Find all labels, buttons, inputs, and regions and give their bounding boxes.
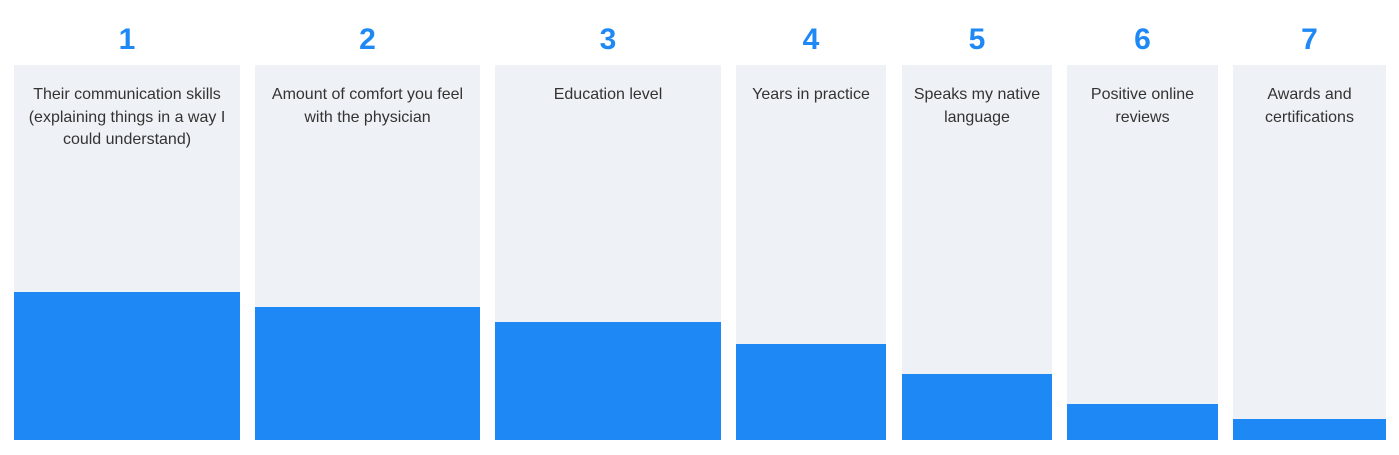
rank-number: 6 — [1134, 23, 1151, 56]
column-background — [1233, 65, 1386, 440]
factor-bar — [902, 374, 1052, 440]
rank-number: 2 — [359, 23, 376, 56]
rank-number: 1 — [118, 23, 136, 56]
factor-column: 2 Amount of comfort you feel with the phy… — [255, 0, 480, 455]
factor-bar — [14, 292, 240, 440]
factor-label: Years in practice — [752, 86, 870, 103]
rank-number: 4 — [802, 23, 820, 56]
factor-column: 7 Awards and certifications — [1233, 0, 1386, 455]
factor-column: 4 Years in practice — [736, 0, 886, 455]
factor-label: Speaks my native language — [913, 86, 1041, 126]
factor-label: Their communication skills (explaining t… — [28, 86, 226, 148]
rank-number: 3 — [599, 23, 617, 56]
factor-label: Amount of comfort you feel with the phys… — [271, 86, 464, 126]
factor-column: 3 Education level — [495, 0, 721, 455]
column-background — [1067, 65, 1218, 440]
factor-bar — [1233, 419, 1386, 440]
rank-number: 5 — [968, 23, 986, 56]
rank-number: 7 — [1301, 23, 1318, 56]
factor-bar — [255, 307, 480, 440]
factor-label: Positive online reviews — [1090, 86, 1195, 126]
factor-column: 5 Speaks my native language — [902, 0, 1052, 455]
factor-bar — [495, 322, 721, 440]
factor-bar — [1067, 404, 1218, 440]
factor-column: 1 Their communication skills (explaining … — [14, 0, 240, 455]
factor-bar — [736, 344, 886, 440]
factor-label: Awards and certifications — [1265, 86, 1354, 126]
factor-label: Education level — [553, 86, 663, 103]
factor-column: 6 Positive online reviews — [1067, 0, 1218, 455]
